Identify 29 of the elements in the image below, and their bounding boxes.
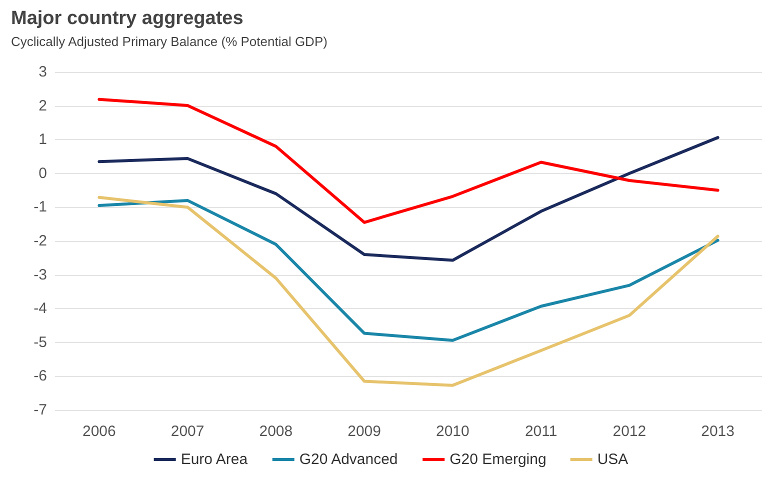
x-tick-label: 2010 (436, 423, 470, 440)
legend-label: G20 Emerging (450, 451, 546, 468)
y-tick-label: -4 (34, 300, 47, 318)
line-series (98, 136, 720, 262)
legend-label: USA (597, 451, 628, 468)
y-tick-label: 3 (38, 64, 47, 80)
y-tick-label: 2 (38, 97, 47, 114)
y-tick-label: -5 (34, 334, 47, 351)
x-tick-label: 2011 (524, 423, 558, 440)
legend-label: G20 Advanced (299, 451, 398, 468)
line-series (98, 196, 720, 387)
x-tick-label: 2007 (170, 423, 204, 440)
x-tick-label: 2013 (701, 423, 734, 440)
y-tick-label: -6 (34, 368, 47, 385)
chart-subtitle: Cyclically Adjusted Primary Balance (% Potential GDP) (11, 34, 328, 49)
y-tick-label: -1 (34, 198, 47, 216)
x-tick-label: 2009 (348, 423, 381, 440)
x-tick-label: 2006 (82, 423, 116, 440)
y-tick-label: 1 (38, 131, 47, 148)
line-series (98, 198, 720, 342)
y-tick-label: -7 (34, 402, 47, 418)
y-tick-label: -3 (34, 266, 47, 284)
line-series (98, 98, 720, 224)
y-tick-label: -2 (34, 232, 47, 250)
legend-label: Euro Area (180, 451, 248, 468)
x-tick-label: 2008 (259, 423, 293, 440)
y-tick-label: 0 (38, 164, 47, 182)
chart-title: Major country aggregates (11, 8, 244, 29)
x-tick-label: 2012 (612, 423, 646, 440)
